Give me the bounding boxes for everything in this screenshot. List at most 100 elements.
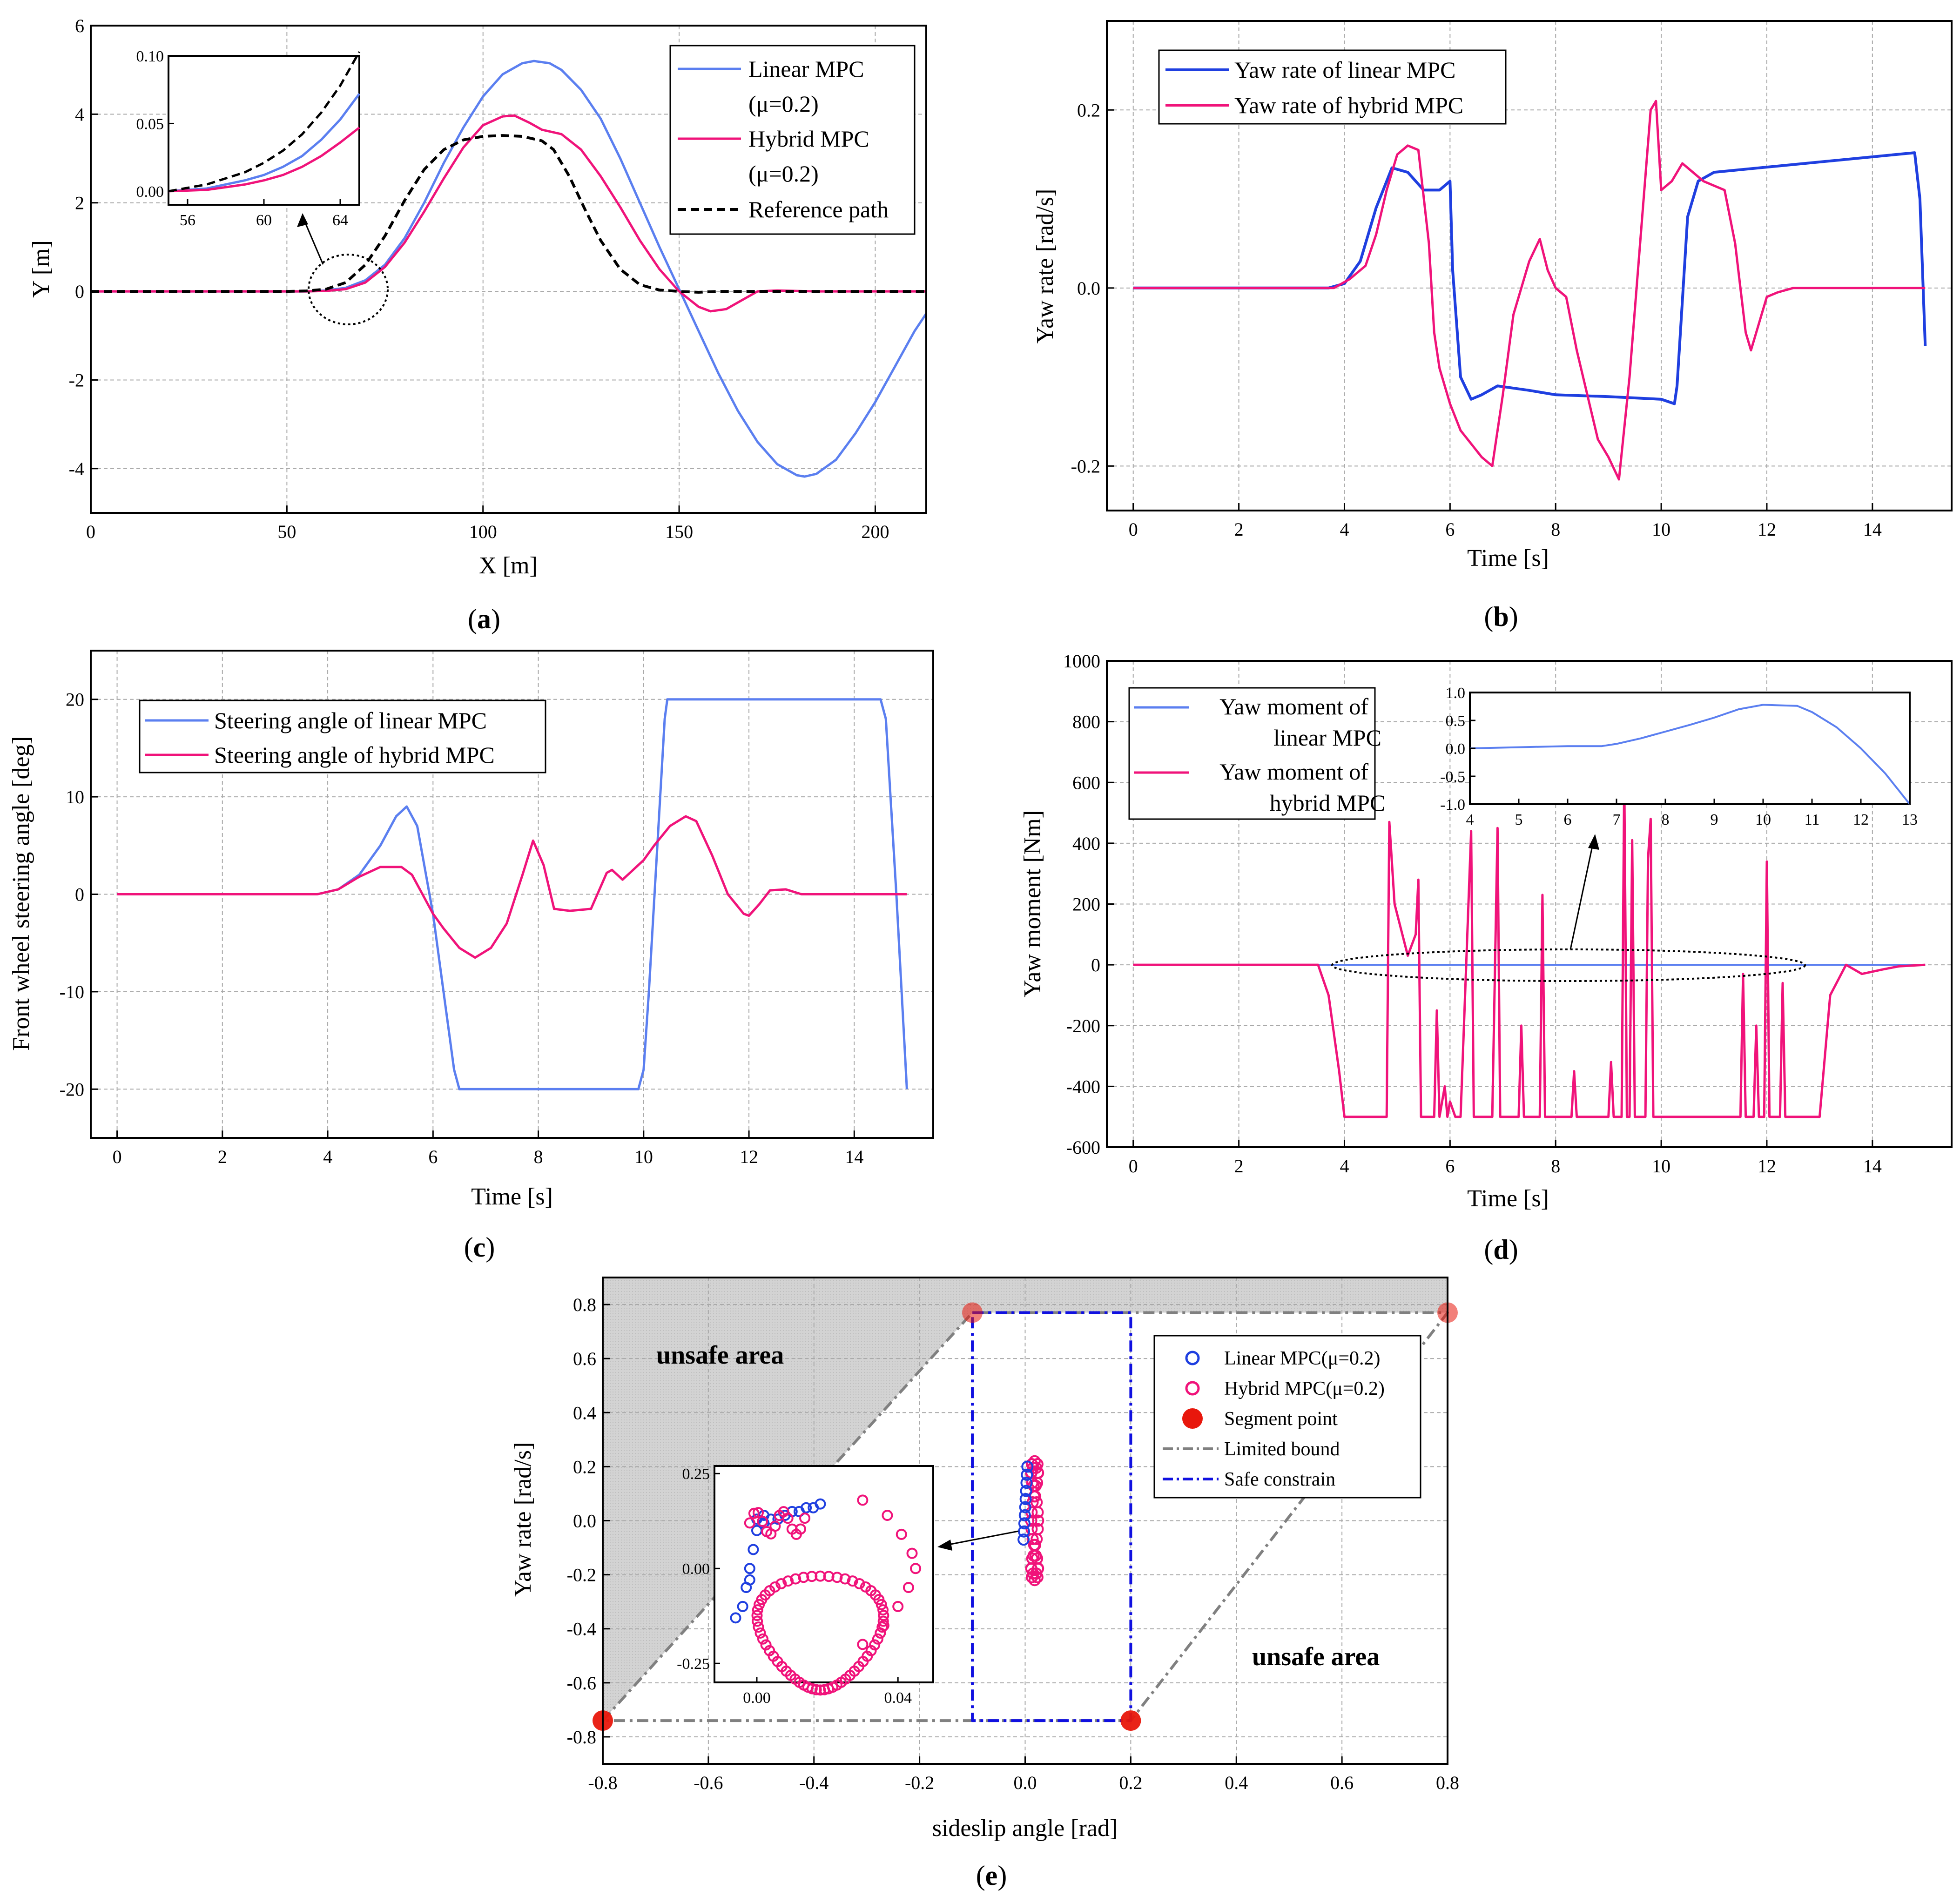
inset-hybrid-point — [882, 1510, 893, 1521]
panel-b-ytick-label: -0.2 — [1071, 456, 1100, 477]
panel-b-ticks: 0 2 4 6 8 10 12 14 -0.2 0.0 0.2 — [1071, 100, 1882, 540]
panel-a-xtick-label: 100 — [469, 521, 497, 542]
panel-a-ticks: 0 50 100 150 200 -4 -2 0 2 4 6 — [69, 15, 889, 542]
panel-d-ytick-label: -200 — [1066, 1015, 1100, 1036]
panel-d-inset-lines — [1469, 704, 1911, 805]
legend-label-moment-hybrid-2: hybrid MPC — [1270, 790, 1386, 816]
panel-e-inset-xtick-label: 0.04 — [884, 1689, 912, 1707]
inset-hybrid-point — [906, 1547, 918, 1559]
inset-hybrid-point — [869, 1639, 881, 1651]
panel-c-steering-chart: 0 2 4 6 8 10 12 14 -20 -10 0 10 20 Time [s] Front wh… — [8, 650, 934, 1263]
safe-constrain-line — [971, 1311, 1132, 1722]
panel-d-xtick-label: 10 — [1652, 1156, 1670, 1177]
inset-hybrid-point — [877, 1604, 889, 1616]
panel-b-ylabel: Yaw rate [rad/s] — [1032, 189, 1058, 344]
panel-a-ytick-label: -2 — [69, 370, 84, 390]
panel-a-xtick-label: 200 — [861, 521, 889, 542]
linear-point — [1020, 1477, 1033, 1489]
inset-hybrid-point — [872, 1633, 883, 1645]
panel-a-ytick-label: 0 — [75, 281, 84, 302]
panel-e-scatter-points — [1017, 1455, 1044, 1587]
panel-a-ytick-label: 2 — [75, 193, 84, 214]
panel-d-inset-xtick-label: 12 — [1853, 811, 1869, 828]
linear-point — [1021, 1468, 1033, 1481]
panel-e-xtick-label: 0.0 — [1014, 1772, 1037, 1793]
panel-b-xtick-label: 8 — [1551, 519, 1560, 540]
legend-label-yaw-rate-linear: Yaw rate of linear MPC — [1234, 57, 1455, 83]
panel-e-ytick-label: 0.0 — [573, 1511, 596, 1532]
panel-a-inset-series-3-line — [168, 51, 361, 193]
panel-d-inset-ytick-label: 0.5 — [1446, 713, 1466, 730]
legend-label-hybrid-mpc-mu: (μ=0.2) — [748, 161, 819, 187]
panel-d-inset-frame — [1469, 692, 1911, 805]
panel-e-xtick-label: 0.2 — [1119, 1772, 1142, 1793]
panel-b-xlabel: Time [s] — [1467, 545, 1549, 572]
inset-hybrid-point — [748, 1507, 760, 1519]
legend-label-e-limited: Limited bound — [1224, 1439, 1340, 1460]
panel-d-yaw-moment-chart: 0 2 4 6 8 10 12 14 -600 -400 -200 0 200 400 600 800 1000… — [1019, 651, 1953, 1265]
legend-label-reference-path: Reference path — [748, 196, 889, 222]
panel-d-inset-ticks: 4 5 6 7 8 9 10 11 12 13 -1.0 -0.5 0.0 0.5 1.0 — [1440, 685, 1918, 828]
panel-b-xtick-label: 2 — [1234, 519, 1244, 540]
legend-label-e-segment: Segment point — [1224, 1408, 1338, 1430]
panel-d-zoom-arrow — [1569, 837, 1595, 950]
inset-hybrid-point — [753, 1621, 764, 1633]
panel-a-inset-lines — [168, 51, 361, 193]
panel-a-inset-xtick-label: 56 — [180, 212, 195, 229]
hybrid-point — [1026, 1533, 1039, 1545]
panel-c-caption: (c) — [464, 1232, 495, 1263]
panel-d-ytick-label: 800 — [1072, 712, 1100, 733]
panel-c-legend: Steering angle of linear MPC Steering an… — [139, 699, 546, 773]
panel-b-ytick-label: 0.2 — [1077, 100, 1100, 121]
panel-e-xtick-label: -0.8 — [588, 1772, 617, 1793]
panel-c-lines — [117, 698, 908, 1090]
panel-a-inset: 56 60 64 0.00 0.05 0.10 — [136, 48, 361, 229]
panel-e-ytick-label: 0.4 — [573, 1402, 596, 1423]
panel-b-series-2-line — [1133, 100, 1926, 481]
panel-a-inset-series-2-line — [168, 127, 360, 193]
panel-a-zoom-ellipse — [308, 254, 389, 325]
inset-linear-point — [815, 1498, 826, 1510]
inset-linear-point — [801, 1502, 812, 1513]
panel-e-xtick-label: -0.2 — [905, 1772, 934, 1793]
linear-point — [1019, 1493, 1032, 1506]
panel-e-inset-points — [730, 1494, 922, 1696]
panel-c-ytick-label: -20 — [60, 1079, 84, 1100]
panel-e-inset-ytick-label: -0.25 — [677, 1655, 710, 1673]
panel-a-caption: (a) — [468, 604, 500, 634]
hybrid-point — [1032, 1514, 1044, 1527]
panel-a-inset-ytick-label: 0.05 — [136, 115, 164, 133]
unsafe-area-top-band — [972, 1278, 1448, 1313]
inset-hybrid-point — [753, 1507, 764, 1519]
inset-hybrid-point — [798, 1572, 809, 1583]
panel-a-inset-xtick-label: 64 — [332, 212, 348, 229]
inset-hybrid-point — [876, 1621, 888, 1633]
panel-a-xlabel: X [m] — [479, 552, 538, 579]
panel-b-xtick-label: 6 — [1445, 519, 1455, 540]
legend-label-yaw-rate-hybrid: Yaw rate of hybrid MPC — [1234, 92, 1463, 118]
panel-e-ytick-label: -0.4 — [567, 1619, 596, 1640]
panel-b-xtick-label: 0 — [1129, 519, 1138, 540]
inset-hybrid-point — [910, 1563, 922, 1574]
panel-c-ticks: 0 2 4 6 8 10 12 14 -20 -10 0 10 20 — [60, 689, 864, 1167]
unsafe-area-label-top: unsafe area — [656, 1341, 784, 1370]
inset-hybrid-point — [757, 1515, 768, 1527]
panel-e-xtick-label: 0.4 — [1225, 1772, 1248, 1793]
panel-b-series-1-line — [1133, 151, 1927, 405]
panel-e-zoom-arrowhead — [937, 1540, 952, 1551]
inset-hybrid-point — [744, 1517, 755, 1529]
inset-hybrid-point — [782, 1513, 794, 1524]
legend-label-e-hybrid: Hybrid MPC(μ=0.2) — [1224, 1378, 1385, 1399]
panel-d-legend-box — [1128, 687, 1376, 820]
panel-e-ytick-label: -0.2 — [567, 1565, 596, 1586]
panel-d-ytick-label: 0 — [1091, 955, 1100, 975]
inset-linear-point — [737, 1600, 748, 1612]
panel-b-ytick-label: 0.0 — [1077, 278, 1100, 299]
legend-label-moment-linear-2: linear MPC — [1273, 725, 1381, 751]
panel-b-lines — [1133, 100, 1927, 481]
panel-a-series-2-line — [91, 114, 926, 313]
panel-c-ytick-label: 0 — [75, 884, 84, 905]
panel-c-series-2-line — [117, 815, 907, 959]
panel-c-xtick-label: 6 — [428, 1146, 438, 1167]
